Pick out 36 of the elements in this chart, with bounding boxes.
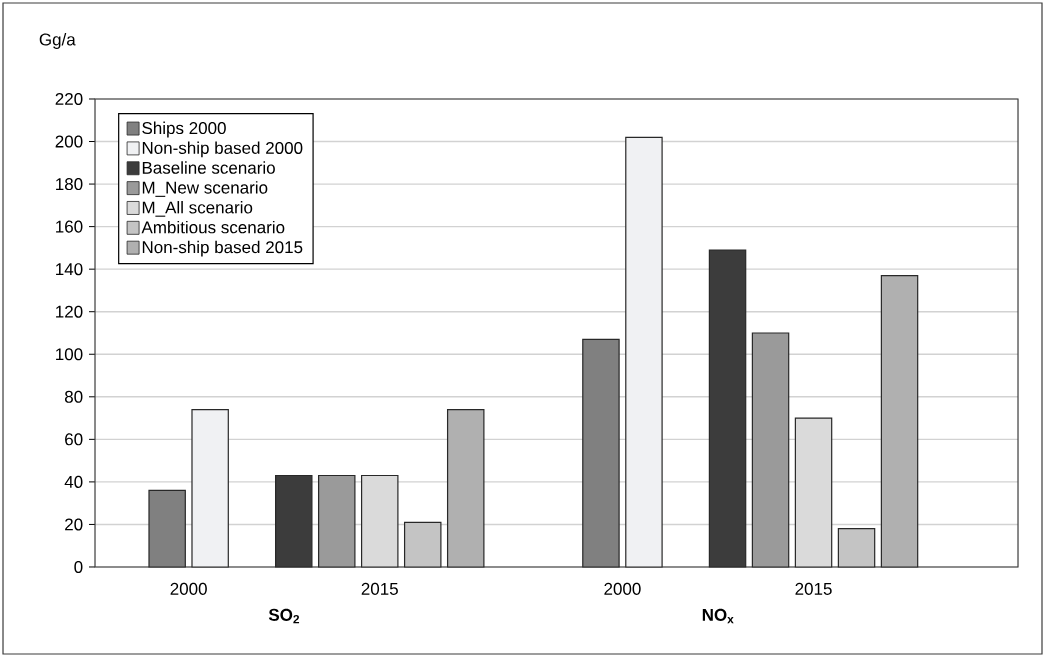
- x-tick-label: 2000: [170, 582, 207, 595]
- bar: [582, 338, 620, 568]
- bar: [446, 408, 485, 568]
- bar: [837, 528, 876, 568]
- text: NO$_{x}$: [702, 608, 734, 624]
- x-tick-label: 2015: [361, 582, 398, 595]
- y-tick-label: 120: [56, 305, 83, 318]
- y-tick-label: 160: [56, 220, 83, 233]
- y-tick-label: 20: [65, 518, 83, 531]
- bar: [751, 332, 790, 568]
- x-tick-label: 2000: [604, 582, 641, 595]
- text: SO$_{2}$: [268, 608, 300, 624]
- y-axis-title: Gg/a: [39, 33, 76, 49]
- y-tick-label: 0: [74, 560, 83, 574]
- legend-label: Non-ship based 2000: [142, 141, 303, 158]
- y-tick-label: 100: [56, 348, 83, 361]
- bar: [148, 489, 186, 568]
- y-tick-label: 60: [65, 433, 83, 446]
- legend-label: Non-ship based 2015: [142, 240, 303, 257]
- x-tick-label: 2015: [795, 582, 832, 595]
- legend-label: Baseline scenario: [142, 161, 275, 174]
- y-tick-label: 220: [55, 92, 83, 106]
- y-tick-label: 80: [64, 390, 83, 403]
- legend-label: M_New scenario: [142, 181, 268, 197]
- legend-label: M_All scenario: [142, 201, 253, 217]
- bar: [317, 474, 356, 568]
- bar: [880, 274, 919, 568]
- y-tick-label: 180: [56, 178, 83, 191]
- bar: [625, 136, 663, 568]
- y-tick-label: 200: [55, 135, 83, 148]
- y-tick-label: 40: [64, 475, 83, 488]
- legend-label: Ambitious scenario: [141, 220, 285, 234]
- legend-label: Ships 2000: [142, 121, 226, 138]
- bar: [403, 521, 442, 568]
- bar: [191, 408, 229, 568]
- y-tick-label: 140: [56, 263, 83, 276]
